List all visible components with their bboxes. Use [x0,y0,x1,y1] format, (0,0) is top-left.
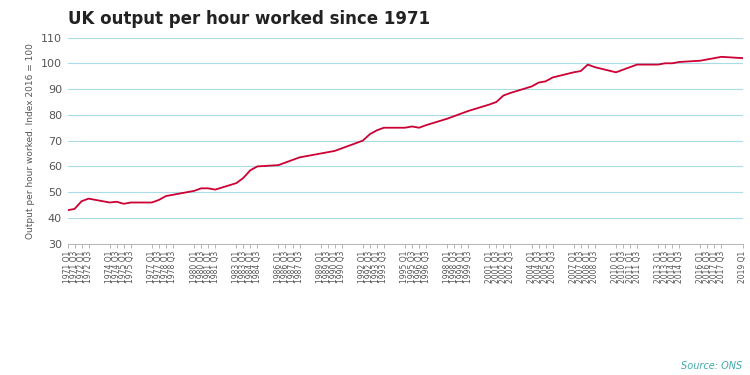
Y-axis label: Output per hour worked. Index 2016 = 100: Output per hour worked. Index 2016 = 100 [26,43,35,238]
Text: Source: ONS: Source: ONS [681,361,742,371]
Text: UK output per hour worked since 1971: UK output per hour worked since 1971 [68,10,430,28]
